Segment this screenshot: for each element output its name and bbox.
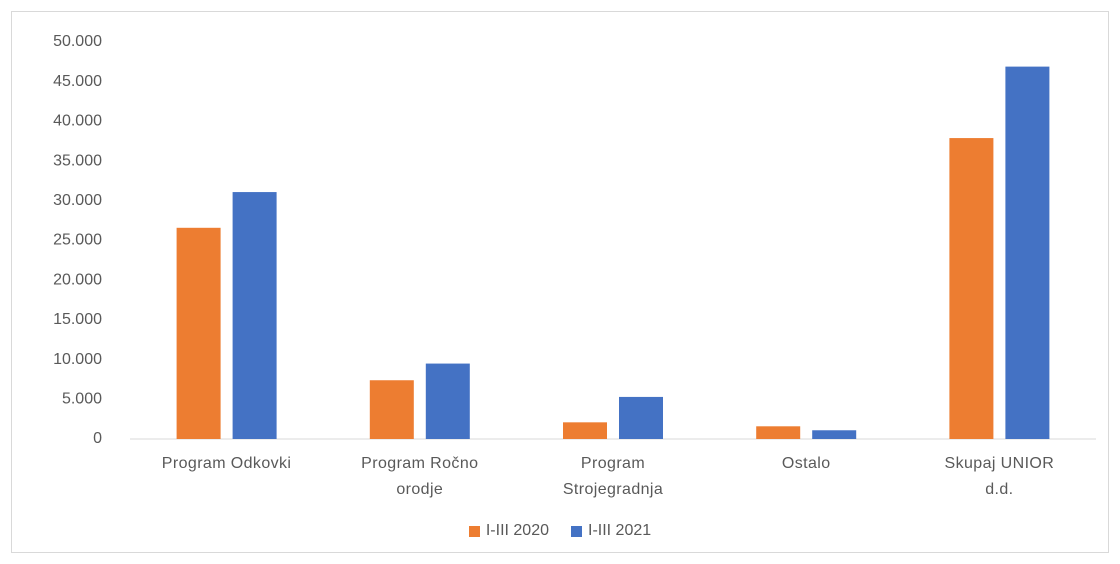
legend-item: I-III 2020 xyxy=(468,522,549,540)
y-tick-label: 30.000 xyxy=(53,192,102,209)
x-tick-label: Ostalo xyxy=(781,455,831,472)
y-tick-label: 50.000 xyxy=(53,33,102,50)
y-tick-label: 0 xyxy=(93,430,102,447)
legend-label: I-III 2021 xyxy=(588,522,652,539)
bar xyxy=(812,430,857,439)
bar xyxy=(563,422,607,439)
y-tick-label: 5.000 xyxy=(62,391,102,408)
y-tick-label: 10.000 xyxy=(53,351,102,368)
bar xyxy=(1005,66,1050,439)
y-tick-label: 45.000 xyxy=(53,73,102,90)
x-tick-label: Skupaj UNIOR d.d. xyxy=(944,455,1055,498)
legend-swatch xyxy=(571,525,582,537)
legend-swatch xyxy=(468,525,480,537)
y-tick-label: 20.000 xyxy=(53,271,102,288)
bar xyxy=(176,227,221,439)
x-tick-label: Program Strojegradnja xyxy=(562,455,664,498)
bar xyxy=(756,426,801,439)
legend-label: I-III 2020 xyxy=(485,522,549,539)
legend-item: I-III 2021 xyxy=(571,522,651,540)
bar xyxy=(619,396,663,439)
bar xyxy=(369,380,414,439)
y-tick-label: 35.000 xyxy=(53,152,102,169)
y-tick-label: 25.000 xyxy=(53,232,102,249)
y-tick-label: 40.000 xyxy=(53,113,102,130)
bar xyxy=(949,138,994,439)
bar xyxy=(232,192,277,439)
bar xyxy=(425,363,470,439)
legend: I-III 2020 I-III 2021 xyxy=(0,522,1120,540)
y-tick-label: 15.000 xyxy=(53,311,102,328)
x-tick-label: Program Ročno orodje xyxy=(361,455,479,498)
x-tick-label: Program Odkovki xyxy=(161,455,292,472)
